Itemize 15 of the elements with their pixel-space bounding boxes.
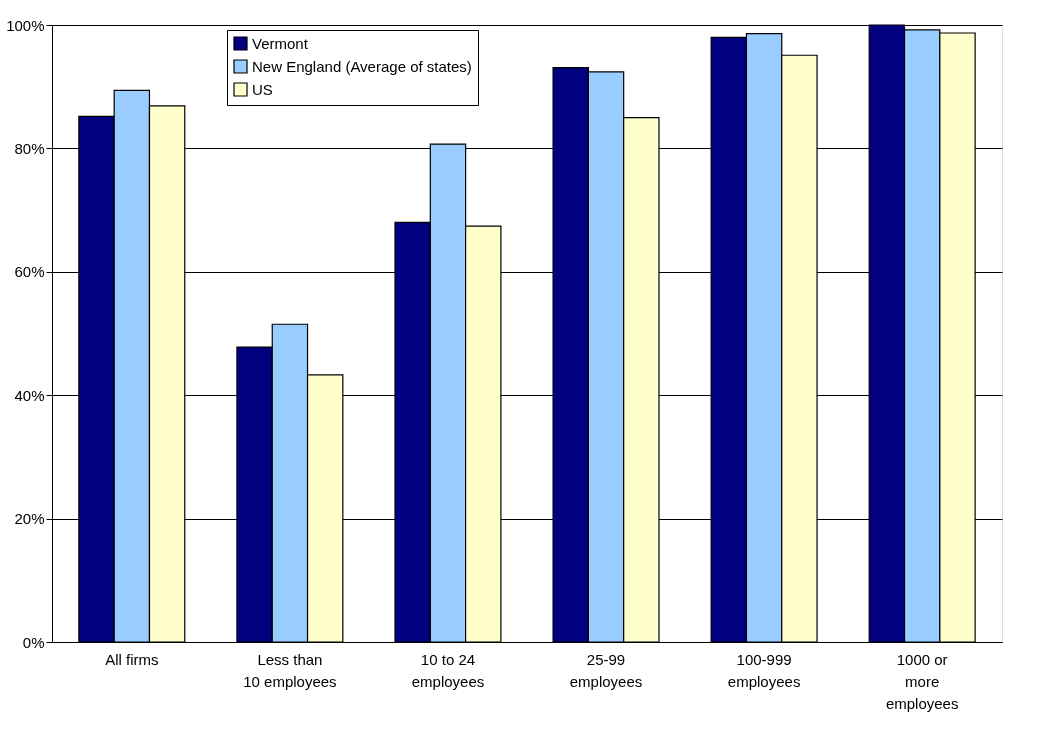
y-tick-label: 100% <box>6 16 45 34</box>
x-tick-label: Less than 10 employees <box>243 650 337 690</box>
y-tick-label: 20% <box>14 510 45 528</box>
y-tick-label: 40% <box>14 386 45 404</box>
y-tick-label: 80% <box>14 139 45 157</box>
y-tick-label: 60% <box>14 263 45 281</box>
legend-label: New England (Average of states) <box>252 57 472 75</box>
x-tick-label: 100-999 employees <box>727 650 801 690</box>
x-tick-label: 1000 or more employees <box>885 650 959 712</box>
legend-label: Vermont <box>252 34 309 52</box>
y-tick-label: 0% <box>22 633 45 651</box>
x-tick-label: All firms <box>105 650 159 668</box>
legend-label: US <box>252 80 273 98</box>
x-tick-label: 10 to 24 employees <box>411 650 485 690</box>
x-tick-label: 25-99 employees <box>569 650 643 690</box>
